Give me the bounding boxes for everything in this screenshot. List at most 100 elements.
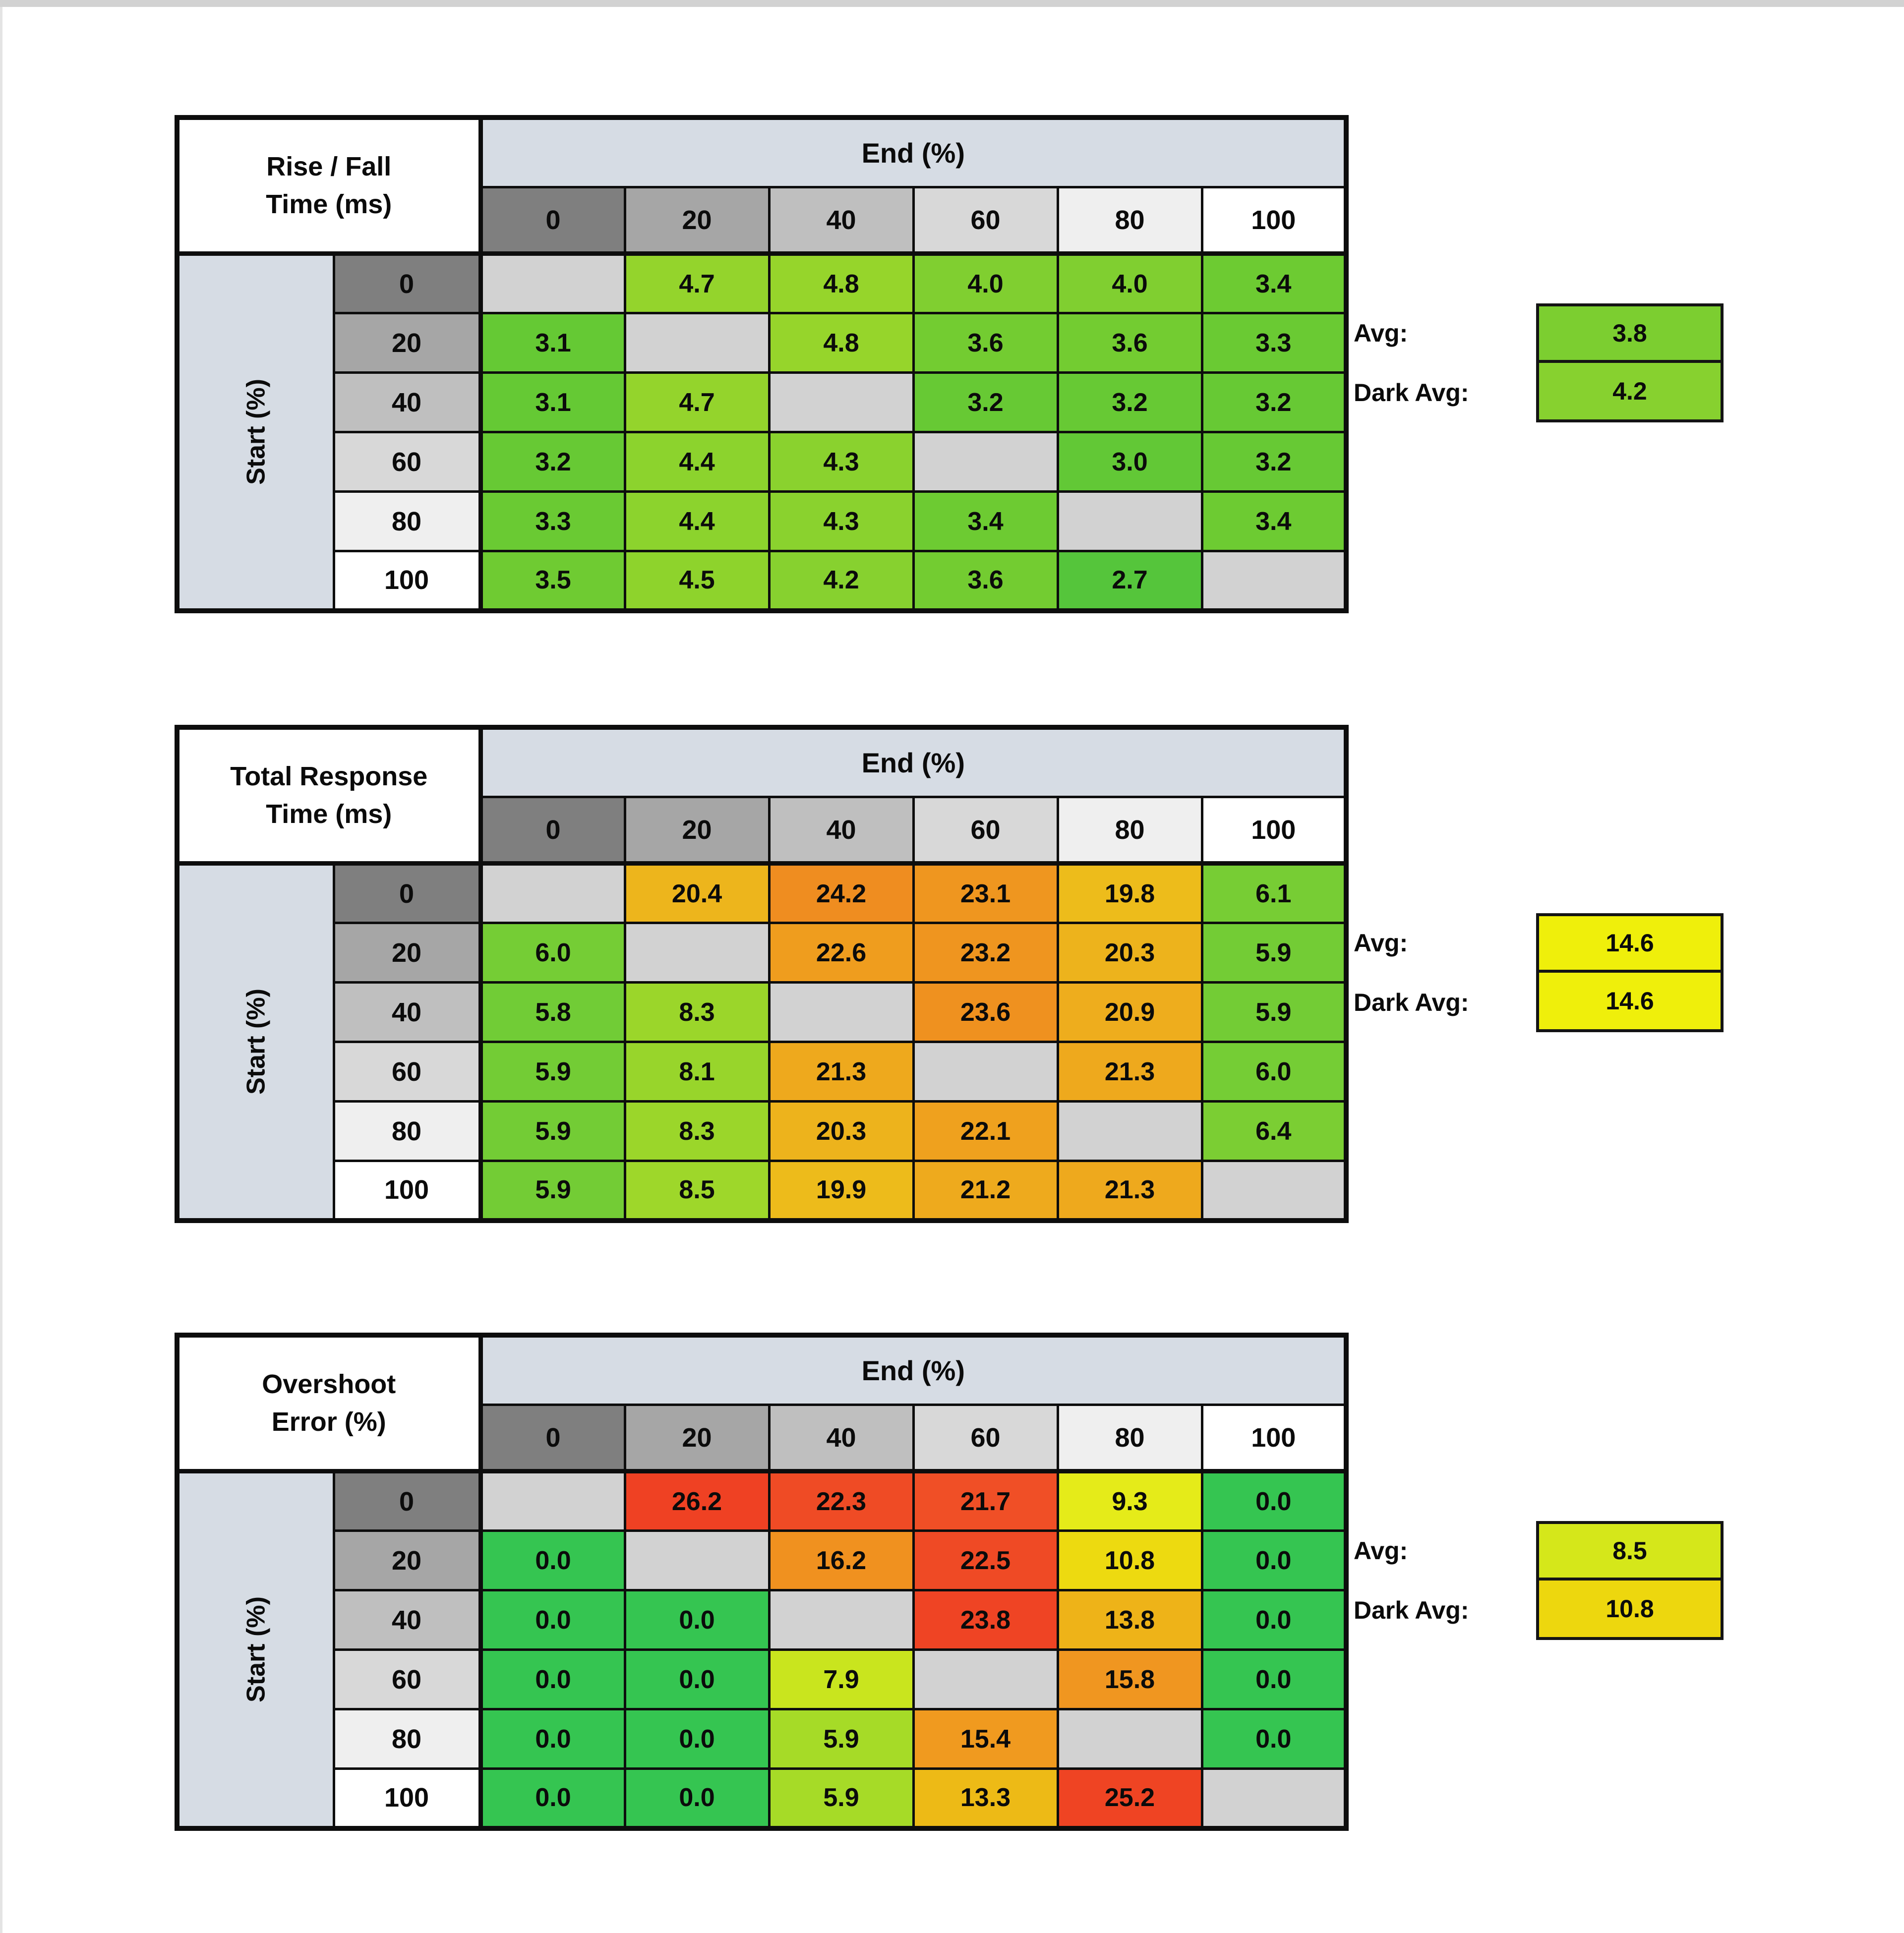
col-header-60: 60 <box>912 186 1059 255</box>
col-header-20: 20 <box>623 1404 771 1472</box>
diagonal-blank-cell <box>768 1589 915 1651</box>
overshoot-error-cell-r3c1: 0.0 <box>623 1648 771 1710</box>
overshoot-error-cell-r5c0: 0.0 <box>478 1767 626 1829</box>
overshoot-error-cell-r3c5: 0.0 <box>1200 1648 1348 1710</box>
row-header-20: 20 <box>332 312 482 374</box>
diagonal-blank-cell <box>478 861 626 924</box>
diagonal-blank-cell <box>912 1041 1059 1103</box>
row-header-0: 0 <box>332 861 482 924</box>
total-response-time-cell-r1c2: 22.6 <box>768 922 915 984</box>
table-title-line: Time (ms) <box>266 799 392 829</box>
overshoot-error-cell-r5c2: 5.9 <box>768 1767 915 1829</box>
overshoot-error-cell-r0c2: 22.3 <box>768 1469 915 1532</box>
start-axis-header: Start (%) <box>176 251 335 612</box>
diagonal-blank-cell <box>912 431 1059 493</box>
start-axis-label: Start (%) <box>241 989 271 1095</box>
total-response-time-table-section: Total Response Time (ms) End (%) 0 20 40 60 80 1… <box>175 725 1724 1223</box>
rise-fall-time-cell-r4c0: 3.3 <box>478 490 626 552</box>
rise-fall-time-cell-r2c1: 4.7 <box>623 371 771 433</box>
avg-value-box: 3.8 <box>1536 303 1724 363</box>
overshoot-error-cell-r2c4: 13.8 <box>1056 1589 1203 1651</box>
overshoot-error-table-section: Overshoot Error (%) End (%) 0 20 40 60 80 100 Sta… <box>175 1333 1724 1831</box>
col-header-0: 0 <box>478 1404 626 1472</box>
col-header-80: 80 <box>1056 1404 1203 1472</box>
rise-fall-time-cell-r1c3: 3.6 <box>912 312 1059 374</box>
col-header-100: 100 <box>1200 796 1348 865</box>
screenshot-top-edge <box>0 0 1904 7</box>
avg-row: Avg: 3.8 <box>1354 303 1740 363</box>
total-response-time-cell-r2c4: 20.9 <box>1056 981 1203 1043</box>
col-header-40: 40 <box>768 186 915 255</box>
total-response-time-heatmap-table: Total Response Time (ms) End (%) 0 20 40 60 80 1… <box>175 725 1349 1223</box>
rise-fall-time-cell-r1c0: 3.1 <box>478 312 626 374</box>
avg-row: Avg: 8.5 <box>1354 1521 1740 1581</box>
overshoot-error-heatmap-table: Overshoot Error (%) End (%) 0 20 40 60 80 100 Sta… <box>175 1333 1349 1831</box>
row-header-40: 40 <box>332 371 482 433</box>
rise-fall-time-cell-r5c2: 4.2 <box>768 550 915 612</box>
start-axis-label: Start (%) <box>241 1596 271 1703</box>
dark-avg-value-box: 14.6 <box>1536 973 1724 1032</box>
overshoot-error-cell-r1c3: 22.5 <box>912 1529 1059 1591</box>
total-response-time-cell-r2c5: 5.9 <box>1200 981 1348 1043</box>
diagonal-blank-cell <box>1200 550 1348 612</box>
total-response-time-cell-r2c3: 23.6 <box>912 981 1059 1043</box>
rise-fall-time-cell-r5c1: 4.5 <box>623 550 771 612</box>
overshoot-error-cell-r5c3: 13.3 <box>912 1767 1059 1829</box>
end-axis-header: End (%) <box>478 116 1348 188</box>
diagonal-blank-cell <box>1200 1767 1348 1829</box>
overshoot-error-averages: Avg: 8.5 Dark Avg: 10.8 <box>1354 1521 1740 1640</box>
diagonal-blank-cell <box>1056 490 1203 552</box>
total-response-time-cell-r1c0: 6.0 <box>478 922 626 984</box>
col-header-0: 0 <box>478 186 626 255</box>
rise-fall-time-cell-r2c0: 3.1 <box>478 371 626 433</box>
row-header-40: 40 <box>332 981 482 1043</box>
total-response-time-cell-r3c4: 21.3 <box>1056 1041 1203 1103</box>
rise-fall-time-cell-r3c0: 3.2 <box>478 431 626 493</box>
total-response-time-cell-r5c4: 21.3 <box>1056 1160 1203 1222</box>
row-header-0: 0 <box>332 251 482 314</box>
rise-fall-time-cell-r3c4: 3.0 <box>1056 431 1203 493</box>
total-response-time-cell-r5c1: 8.5 <box>623 1160 771 1222</box>
total-response-time-table-title: Total Response Time (ms) <box>176 726 482 865</box>
avg-label: Avg: <box>1354 319 1408 347</box>
start-axis-header: Start (%) <box>176 861 335 1222</box>
rise-fall-time-cell-r1c2: 4.8 <box>768 312 915 374</box>
total-response-time-cell-r4c1: 8.3 <box>623 1100 771 1162</box>
row-header-80: 80 <box>332 1708 482 1770</box>
diagonal-blank-cell <box>1056 1100 1203 1162</box>
avg-value-box: 14.6 <box>1536 913 1724 973</box>
total-response-time-cell-r5c3: 21.2 <box>912 1160 1059 1222</box>
col-header-100: 100 <box>1200 186 1348 255</box>
rise-fall-time-table-section: Rise / Fall Time (ms) End (%) 0 20 40 60 80 100 S… <box>175 115 1724 613</box>
row-header-40: 40 <box>332 1589 482 1651</box>
diagonal-blank-cell <box>768 981 915 1043</box>
row-header-60: 60 <box>332 1041 482 1103</box>
total-response-time-cell-r0c1: 20.4 <box>623 861 771 924</box>
col-header-40: 40 <box>768 1404 915 1472</box>
table-title-line: Rise / Fall <box>266 151 392 181</box>
diagonal-blank-cell <box>478 1469 626 1532</box>
row-header-20: 20 <box>332 922 482 984</box>
total-response-time-cell-r0c3: 23.1 <box>912 861 1059 924</box>
row-header-80: 80 <box>332 490 482 552</box>
start-axis-header: Start (%) <box>176 1469 335 1829</box>
rise-fall-time-cell-r3c5: 3.2 <box>1200 431 1348 493</box>
overshoot-error-cell-r1c5: 0.0 <box>1200 1529 1348 1591</box>
avg-row: Dark Avg: 10.8 <box>1354 1581 1740 1640</box>
rise-fall-time-cell-r4c3: 3.4 <box>912 490 1059 552</box>
col-header-0: 0 <box>478 796 626 865</box>
dark-avg-label: Dark Avg: <box>1354 1596 1469 1624</box>
row-header-0: 0 <box>332 1469 482 1532</box>
overshoot-error-cell-r0c5: 0.0 <box>1200 1469 1348 1532</box>
avg-value-box: 8.5 <box>1536 1521 1724 1581</box>
rise-fall-time-heatmap-table: Rise / Fall Time (ms) End (%) 0 20 40 60 80 100 S… <box>175 115 1349 613</box>
avg-row: Avg: 14.6 <box>1354 913 1740 973</box>
overshoot-error-cell-r4c0: 0.0 <box>478 1708 626 1770</box>
overshoot-error-cell-r1c2: 16.2 <box>768 1529 915 1591</box>
rise-fall-time-cell-r4c1: 4.4 <box>623 490 771 552</box>
col-header-80: 80 <box>1056 796 1203 865</box>
row-header-20: 20 <box>332 1529 482 1591</box>
row-header-60: 60 <box>332 431 482 493</box>
rise-fall-time-cell-r1c4: 3.6 <box>1056 312 1203 374</box>
row-header-100: 100 <box>332 1160 482 1222</box>
